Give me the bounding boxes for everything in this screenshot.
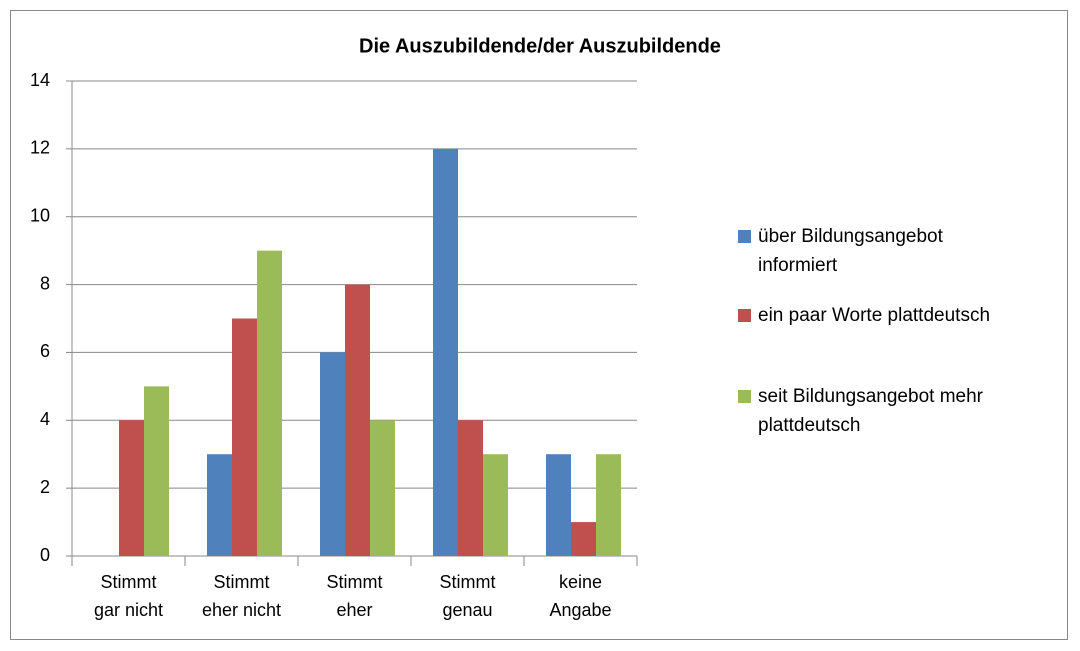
chart-border: [10, 10, 1068, 640]
bar: [571, 522, 596, 556]
x-tick-label: keine: [559, 572, 602, 592]
bar: [596, 454, 621, 556]
bar: [370, 420, 395, 556]
x-tick-label: gar nicht: [94, 600, 163, 620]
y-tick-label: 14: [30, 70, 50, 90]
bar: [232, 318, 257, 556]
bar: [345, 284, 370, 556]
y-tick-label: 6: [40, 341, 50, 361]
x-tick-label: Stimmt: [101, 572, 157, 592]
legend-swatch: [738, 230, 751, 243]
legend-item: ein paar Worte plattdeutsch: [736, 301, 1056, 330]
chart-title: Die Auszubildende/der Auszubildende: [359, 35, 721, 57]
y-tick-label: 12: [30, 138, 50, 158]
x-tick-label: eher nicht: [202, 600, 281, 620]
y-tick-label: 0: [40, 545, 50, 565]
bar: [320, 352, 345, 556]
bar: [433, 148, 458, 556]
x-tick-label: eher: [336, 600, 372, 620]
x-tick-label: genau: [442, 600, 492, 620]
legend-item: über Bildungsangebot informiert: [736, 222, 1056, 280]
bar: [257, 250, 282, 556]
y-tick-label: 4: [40, 409, 50, 429]
bar: [119, 420, 144, 556]
legend-swatch: [738, 390, 751, 403]
bar: [207, 454, 232, 556]
legend-item: seit Bildungsangebot mehr plattdeutsch: [736, 382, 1056, 440]
x-tick-label: Stimmt: [440, 572, 496, 592]
y-tick-label: 10: [30, 205, 50, 225]
legend-label: seit Bildungsangebot mehr plattdeutsch: [758, 386, 983, 436]
bar: [546, 454, 571, 556]
x-tick-label: Angabe: [549, 600, 611, 620]
bar: [483, 454, 508, 556]
y-tick-label: 8: [40, 273, 50, 293]
x-tick-label: Stimmt: [214, 572, 270, 592]
legend-swatch: [738, 309, 751, 322]
bar: [458, 420, 483, 556]
x-tick-label: Stimmt: [327, 572, 383, 592]
legend-label: ein paar Worte plattdeutsch: [758, 305, 991, 326]
bar: [144, 386, 169, 556]
y-tick-label: 2: [40, 477, 50, 497]
legend-label: über Bildungsangebot informiert: [758, 226, 943, 276]
